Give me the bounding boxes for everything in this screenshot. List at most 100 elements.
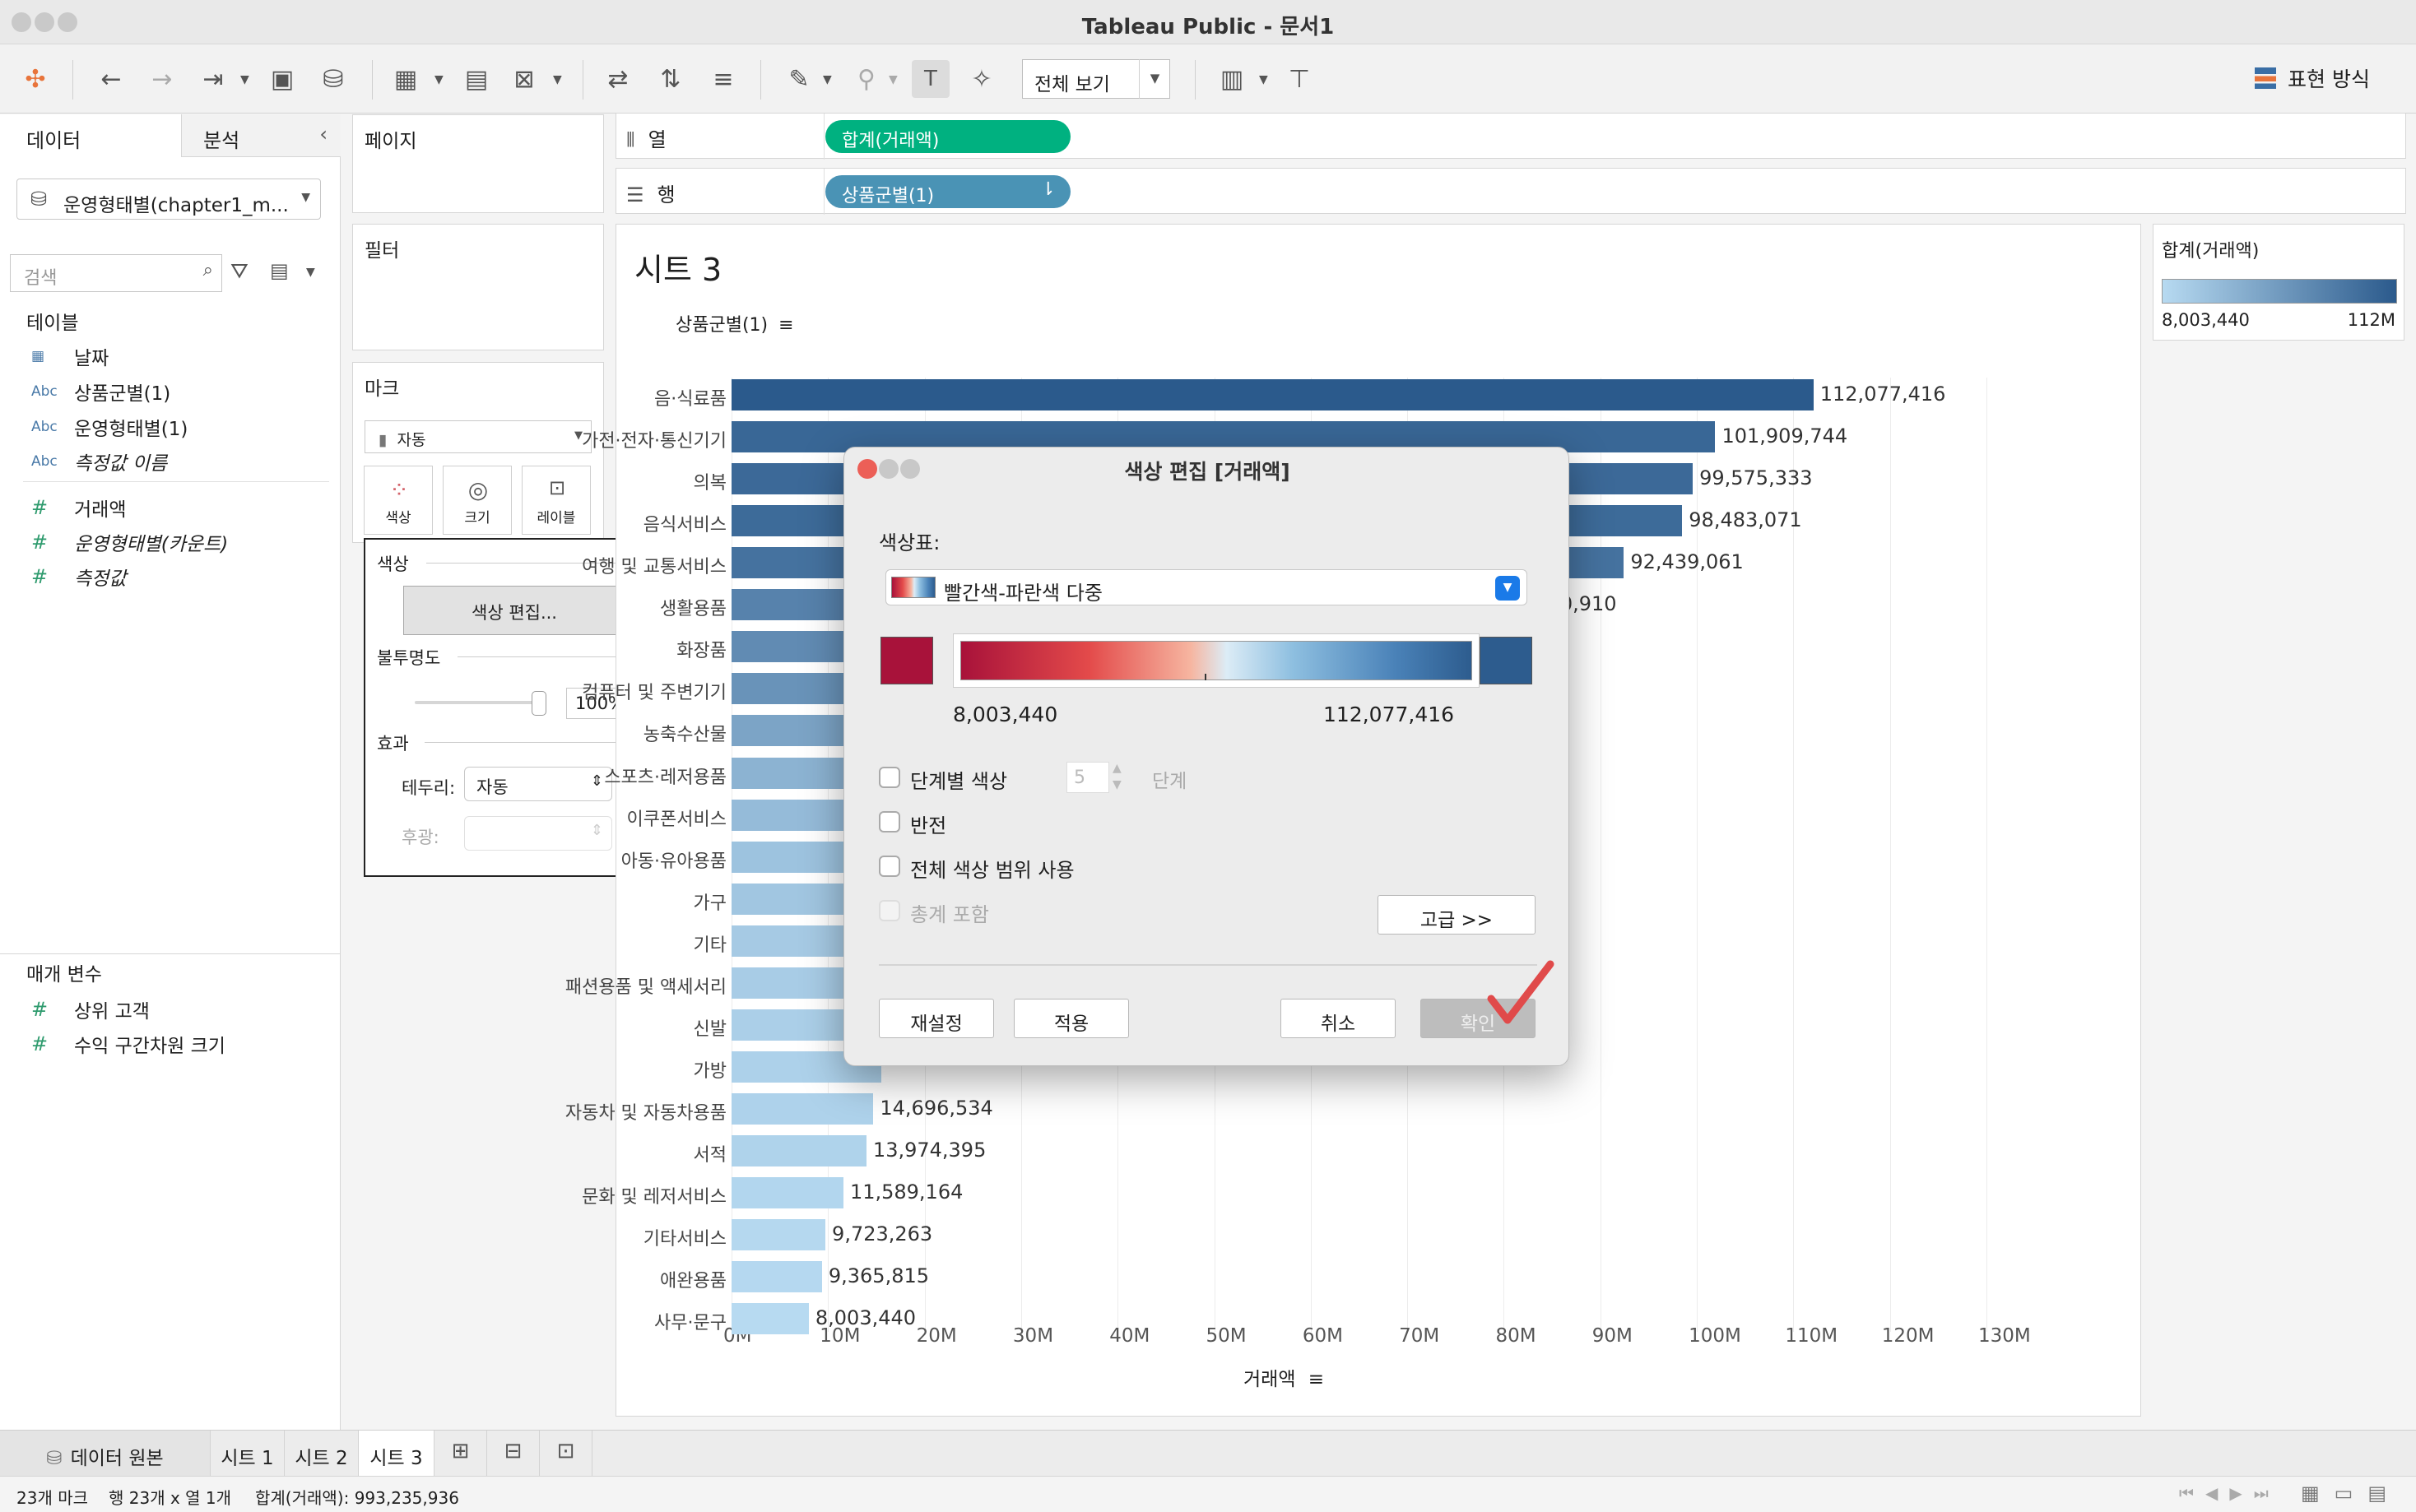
- color-range-bar[interactable]: [953, 633, 1480, 688]
- field-measure-values[interactable]: # 측정값: [31, 565, 127, 590]
- view-options-caret[interactable]: ▼: [306, 266, 315, 279]
- field-operation-type[interactable]: Abc 운영형태별(1): [31, 419, 188, 440]
- param-bin-size[interactable]: # 수익 구간차원 크기: [31, 1032, 225, 1057]
- new-worksheet-tab-icon[interactable]: ⊞: [434, 1431, 487, 1477]
- view-options-icon[interactable]: ▤: [270, 259, 289, 282]
- category-label[interactable]: 기타: [693, 935, 727, 956]
- category-label[interactable]: 문화 및 레저서비스: [582, 1187, 727, 1208]
- field-sales[interactable]: # 거래액: [31, 496, 127, 521]
- advanced-button[interactable]: 고급 >>: [1378, 895, 1536, 935]
- swap-rows-columns-icon[interactable]: ⇄: [607, 64, 629, 94]
- mark-type-select[interactable]: ▮ 자동 ▼: [365, 420, 592, 453]
- steps-stepper-icon[interactable]: ▲ ▼: [1113, 762, 1122, 791]
- highlight-icon[interactable]: ✎: [788, 64, 810, 94]
- end-color-swatch[interactable]: [1480, 637, 1532, 684]
- bar[interactable]: [732, 1135, 867, 1167]
- sheet-navigation-icons[interactable]: ⏮◀▶⏭: [2179, 1483, 2280, 1503]
- sort-descending-icon[interactable]: ≡: [713, 64, 734, 94]
- opacity-slider[interactable]: [415, 701, 546, 704]
- stepped-color-checkbox[interactable]: [879, 767, 900, 788]
- category-label[interactable]: 아동·유아용품: [620, 851, 727, 872]
- center-marker[interactable]: [1205, 674, 1206, 680]
- view-mode-icons[interactable]: ▦▭▤: [2301, 1482, 2402, 1505]
- bar[interactable]: [732, 1177, 843, 1209]
- show-cards-icon[interactable]: ▥: [1220, 64, 1244, 94]
- category-label[interactable]: 가전·전자·통신기기: [582, 431, 727, 452]
- zoom-window-button[interactable]: [58, 12, 77, 32]
- bar[interactable]: [732, 1219, 826, 1251]
- x-axis-title[interactable]: 거래액 ≡: [1243, 1369, 1325, 1390]
- save-icon[interactable]: ▣: [270, 64, 295, 94]
- category-label[interactable]: 가구: [693, 893, 727, 914]
- apply-button[interactable]: 적용: [1014, 999, 1129, 1038]
- minimize-window-button[interactable]: [35, 12, 54, 32]
- rows-shelf[interactable]: ☰ 행 상품군별(1) ⇂: [616, 168, 2406, 215]
- duplicate-sheet-icon[interactable]: ▤: [464, 64, 489, 94]
- mark-size-button[interactable]: ◎ 크기: [443, 466, 512, 535]
- category-label[interactable]: 가방: [693, 1060, 727, 1082]
- category-label[interactable]: 애완용품: [660, 1271, 727, 1292]
- category-label[interactable]: 기타서비스: [643, 1229, 727, 1250]
- bar[interactable]: [732, 1093, 874, 1125]
- opacity-slider-thumb[interactable]: [532, 691, 546, 716]
- columns-shelf[interactable]: ⦀ 열 합계(거래액): [616, 113, 2406, 160]
- steps-input[interactable]: 5: [1066, 762, 1109, 793]
- rows-pill-category[interactable]: 상품군별(1) ⇂: [825, 175, 1071, 208]
- palette-select[interactable]: 빨간색-파란색 다중 ▼: [885, 569, 1527, 605]
- show-labels-icon[interactable]: T: [912, 60, 950, 98]
- category-label[interactable]: 신발: [693, 1018, 727, 1040]
- category-label[interactable]: 자동차 및 자동차용품: [565, 1103, 727, 1125]
- dialog-minimize-button[interactable]: [879, 459, 899, 479]
- bar[interactable]: [732, 1261, 822, 1293]
- row-header[interactable]: 상품군별(1) ≡: [676, 315, 794, 336]
- back-icon[interactable]: ←: [100, 64, 122, 94]
- close-window-button[interactable]: [12, 12, 31, 32]
- start-color-swatch[interactable]: [880, 637, 933, 684]
- include-totals-checkbox[interactable]: [879, 900, 900, 921]
- field-date[interactable]: ▦ 날짜: [31, 348, 109, 369]
- columns-pill-sum-sales[interactable]: 합계(거래액): [825, 120, 1071, 153]
- show-me-button[interactable]: 표현 방식: [2255, 63, 2370, 93]
- tab-sheet-2[interactable]: 시트 2: [285, 1431, 359, 1477]
- filter-icon[interactable]: ⛛: [230, 259, 249, 284]
- param-top-customers[interactable]: # 상위 고객: [31, 998, 150, 1023]
- mark-color-button[interactable]: ⁘ 색상: [364, 466, 433, 535]
- fit-dropdown-caret[interactable]: ▼: [1139, 59, 1170, 99]
- new-dashboard-tab-icon[interactable]: ⊟: [487, 1431, 540, 1477]
- category-label[interactable]: 의복: [693, 473, 727, 494]
- category-label[interactable]: 패션용품 및 액세서리: [565, 976, 727, 998]
- category-label[interactable]: 음·식료품: [654, 389, 727, 410]
- redo-arrow-icon[interactable]: ⇥: [202, 64, 224, 94]
- category-label[interactable]: 서적: [693, 1145, 727, 1166]
- clear-sheet-icon[interactable]: ⊠: [513, 64, 535, 94]
- pin-axes-icon[interactable]: ✧: [971, 64, 992, 94]
- sort-ascending-icon[interactable]: ⇅: [660, 64, 681, 94]
- category-label[interactable]: 이쿠폰서비스: [626, 809, 727, 830]
- new-worksheet-icon[interactable]: ▦: [393, 64, 418, 94]
- edit-colors-button[interactable]: 색상 편집...: [403, 586, 625, 635]
- fit-select[interactable]: 전체 보기: [1022, 59, 1170, 99]
- tab-analysis[interactable]: 분석 ‹: [181, 114, 341, 157]
- tab-sheet-3[interactable]: 시트 3: [359, 1431, 434, 1477]
- category-label[interactable]: 생활용품: [660, 599, 727, 620]
- category-label[interactable]: 여행 및 교통서비스: [582, 557, 727, 578]
- chevron-down-icon[interactable]: ▼: [1495, 576, 1520, 601]
- group-icon[interactable]: ⚲: [857, 64, 876, 94]
- forward-icon[interactable]: →: [151, 64, 173, 94]
- datasource-select[interactable]: ⛁ 운영형태별(chapter1_m... ▼: [16, 179, 321, 220]
- tab-data[interactable]: 데이터: [0, 114, 181, 157]
- sort-icon[interactable]: ≡: [778, 315, 794, 336]
- bar[interactable]: [732, 1303, 809, 1335]
- category-label[interactable]: 농축수산물: [643, 725, 727, 746]
- category-label[interactable]: 음식서비스: [643, 515, 727, 536]
- category-label[interactable]: 사무·문구: [654, 1313, 727, 1334]
- halo-select[interactable]: ⇕: [464, 816, 612, 851]
- tab-sheet-1[interactable]: 시트 1: [211, 1431, 285, 1477]
- dialog-zoom-button[interactable]: [900, 459, 920, 479]
- mark-label-button[interactable]: ⊡ 레이블: [522, 466, 591, 535]
- tableau-logo-icon[interactable]: ✣: [25, 64, 46, 94]
- filters-shelf[interactable]: 필터: [352, 224, 604, 350]
- full-range-checkbox[interactable]: [879, 856, 900, 877]
- datasource-tab[interactable]: ⛁ 데이터 원본: [0, 1431, 211, 1477]
- border-select[interactable]: 자동 ⇕: [464, 767, 612, 801]
